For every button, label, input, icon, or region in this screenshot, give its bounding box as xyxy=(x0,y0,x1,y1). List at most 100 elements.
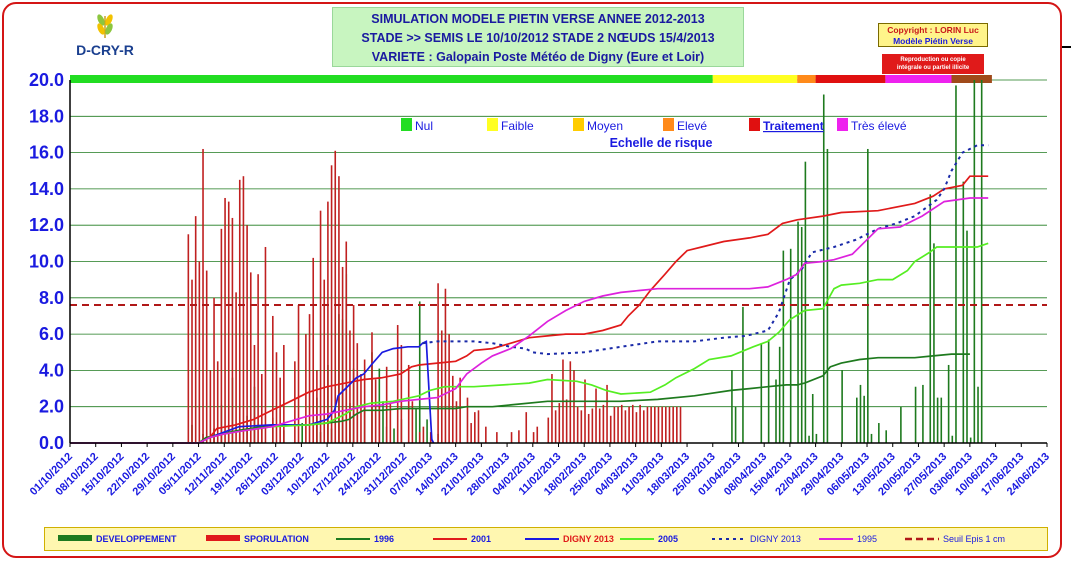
bar xyxy=(628,406,630,443)
bar xyxy=(485,426,487,443)
legend-item: 1996 xyxy=(336,534,394,544)
series-line xyxy=(70,242,989,444)
y-tick-label: 18.0 xyxy=(29,106,64,126)
bar xyxy=(808,435,810,443)
bar xyxy=(323,279,326,443)
bar xyxy=(470,423,472,443)
bar xyxy=(275,352,278,443)
bar xyxy=(213,297,215,443)
bar xyxy=(760,343,763,443)
bar xyxy=(356,343,359,443)
bar xyxy=(294,361,296,443)
bar xyxy=(191,279,193,443)
bar xyxy=(672,406,674,443)
risk-label: Très élevé xyxy=(851,119,907,133)
bar xyxy=(811,393,814,443)
bar xyxy=(885,430,887,443)
bar xyxy=(947,364,950,443)
bar xyxy=(962,181,965,443)
bar xyxy=(598,408,601,443)
risk-swatch xyxy=(573,118,584,131)
bar xyxy=(639,404,641,443)
bar xyxy=(407,364,410,443)
bar xyxy=(319,210,322,443)
bar xyxy=(231,217,234,443)
legend-label: 1995 xyxy=(857,534,877,544)
bar xyxy=(426,419,428,443)
y-tick-label: 6.0 xyxy=(39,324,64,344)
bar xyxy=(665,406,667,443)
risk-label: Elevé xyxy=(677,119,707,133)
risk-band-segment xyxy=(70,75,713,83)
bar xyxy=(264,246,267,443)
bar xyxy=(371,332,373,443)
legend-swatch-bar xyxy=(58,535,92,541)
bar xyxy=(558,403,561,443)
bar xyxy=(800,227,803,443)
series-line xyxy=(422,144,989,356)
bar xyxy=(429,432,432,443)
bar xyxy=(969,437,972,443)
bar xyxy=(867,148,869,443)
bar xyxy=(635,412,638,443)
bar xyxy=(260,374,263,443)
bar xyxy=(536,426,539,443)
y-tick-label: 4.0 xyxy=(39,360,64,380)
bar xyxy=(466,397,469,443)
risk-band-segment xyxy=(815,75,886,83)
bar xyxy=(951,435,954,443)
bar xyxy=(382,401,384,443)
bar xyxy=(216,361,219,443)
legend-label: Seuil Epis 1 cm xyxy=(943,534,1005,544)
bar xyxy=(657,406,660,443)
legend-item: SPORULATION xyxy=(206,534,309,544)
bar xyxy=(547,417,550,443)
y-tick-label: 16.0 xyxy=(29,143,64,163)
y-tick-label: 8.0 xyxy=(39,288,64,308)
bar xyxy=(448,334,450,443)
series-line xyxy=(70,197,989,444)
bar xyxy=(775,379,777,443)
risk-swatch xyxy=(401,118,412,131)
bar xyxy=(279,377,281,443)
bar xyxy=(242,176,245,443)
bar xyxy=(584,379,586,443)
bar xyxy=(591,408,594,443)
bar xyxy=(554,410,557,443)
risk-legend-item: Faible xyxy=(487,118,534,133)
chart-title-box: SIMULATION MODELE PIETIN VERSE ANNEE 201… xyxy=(332,7,744,67)
bar xyxy=(587,413,590,443)
bar xyxy=(393,428,395,443)
bar xyxy=(305,334,307,443)
bar xyxy=(609,415,612,443)
y-tick-label: 20.0 xyxy=(29,70,64,90)
bar xyxy=(617,406,619,443)
legend-item: 1995 xyxy=(819,534,877,544)
risk-swatch xyxy=(749,118,760,131)
risk-legend-item: Moyen xyxy=(573,118,623,133)
legend-label: DIGNY 2013 xyxy=(563,534,614,544)
y-tick-label: 12.0 xyxy=(29,215,64,235)
legend-item: DIGNY 2013 xyxy=(525,534,614,544)
bar xyxy=(551,374,553,443)
bar xyxy=(778,346,781,443)
bar xyxy=(451,375,454,443)
y-tick-label: 2.0 xyxy=(39,397,64,417)
risk-legend-item: Très élevé xyxy=(837,118,907,133)
bar xyxy=(679,406,682,443)
bar xyxy=(341,266,344,443)
bar xyxy=(576,406,579,443)
bar xyxy=(422,426,425,443)
bar xyxy=(374,379,377,443)
reproduction-notice: Reproduction ou copie intégrale ou parti… xyxy=(882,54,984,74)
bar xyxy=(856,397,858,443)
bar xyxy=(940,397,943,443)
risk-legend-item: Elevé xyxy=(663,118,707,133)
legend-label: 2001 xyxy=(471,534,491,544)
bar xyxy=(606,384,608,443)
bar xyxy=(389,403,392,443)
wheat-logo-icon xyxy=(97,14,113,38)
bar xyxy=(349,330,351,443)
bar xyxy=(929,194,932,443)
